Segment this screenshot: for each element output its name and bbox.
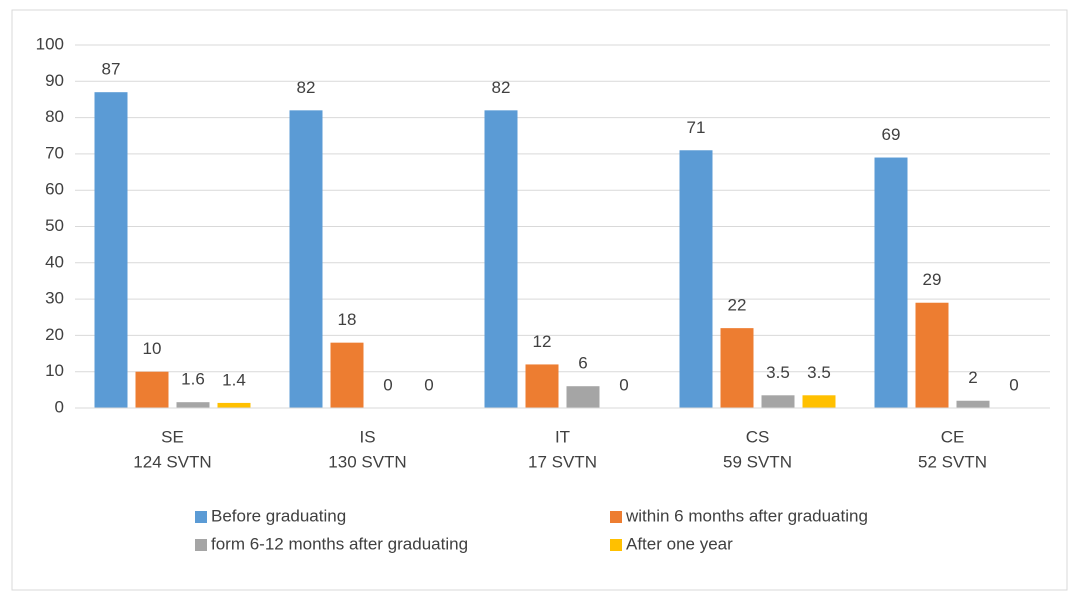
data-label: 22: [728, 296, 747, 315]
legend-label: Before graduating: [211, 506, 346, 525]
data-label: 69: [882, 125, 901, 144]
bar: [330, 342, 364, 408]
bar: [761, 395, 795, 408]
chart-border: [11, 9, 1068, 591]
x-tick-label: IT: [555, 427, 570, 446]
y-tick-label: 50: [45, 216, 64, 235]
data-label: 0: [619, 375, 628, 394]
y-tick-label: 20: [45, 325, 64, 344]
y-tick-label: 30: [45, 289, 64, 308]
x-tick-label: 124 SVTN: [133, 452, 211, 471]
bar: [802, 395, 836, 408]
bar: [525, 364, 559, 408]
y-tick-label: 10: [45, 361, 64, 380]
x-tick-label: CS: [746, 427, 770, 446]
data-label: 10: [143, 339, 162, 358]
data-label: 12: [533, 332, 552, 351]
data-label: 82: [297, 78, 316, 97]
legend-swatch: [195, 511, 207, 523]
y-tick-label: 90: [45, 71, 64, 90]
y-tick-label: 0: [55, 397, 64, 416]
y-tick-label: 80: [45, 107, 64, 126]
x-tick-label: IS: [359, 427, 375, 446]
bar: [176, 402, 210, 408]
legend-label: within 6 months after graduating: [625, 506, 868, 525]
legend-label: form 6-12 months after graduating: [211, 534, 468, 553]
bar: [874, 157, 908, 408]
bar: [956, 400, 990, 408]
legend-swatch: [610, 539, 622, 551]
x-tick-label: 130 SVTN: [328, 452, 406, 471]
x-tick-label: 59 SVTN: [723, 452, 792, 471]
data-label: 1.6: [181, 370, 205, 389]
bar: [566, 386, 600, 408]
legend-label: After one year: [626, 534, 733, 553]
bar: [289, 110, 323, 408]
y-tick-label: 60: [45, 180, 64, 199]
data-label: 1.4: [222, 370, 246, 389]
legend-swatch: [610, 511, 622, 523]
data-label: 87: [102, 60, 121, 79]
x-tick-label: CE: [941, 427, 965, 446]
data-label: 3.5: [807, 363, 831, 382]
bar: [915, 302, 949, 408]
data-label: 0: [1009, 375, 1018, 394]
data-label: 0: [383, 375, 392, 394]
data-label: 6: [578, 354, 587, 373]
bar: [720, 328, 754, 408]
y-tick-label: 40: [45, 252, 64, 271]
x-tick-label: SE: [161, 427, 184, 446]
bar: [484, 110, 518, 408]
data-label: 0: [424, 375, 433, 394]
y-tick-label: 70: [45, 143, 64, 162]
x-tick-label: 17 SVTN: [528, 452, 597, 471]
bar: [217, 402, 251, 408]
data-label: 82: [492, 78, 511, 97]
data-label: 29: [923, 270, 942, 289]
data-label: 71: [687, 118, 706, 137]
data-label: 18: [338, 310, 357, 329]
legend-swatch: [195, 539, 207, 551]
bar: [94, 92, 128, 408]
bar: [135, 371, 169, 408]
y-tick-label: 100: [36, 34, 64, 53]
x-tick-label: 52 SVTN: [918, 452, 987, 471]
data-label: 2: [968, 368, 977, 387]
data-label: 3.5: [766, 363, 790, 382]
bar: [679, 150, 713, 408]
